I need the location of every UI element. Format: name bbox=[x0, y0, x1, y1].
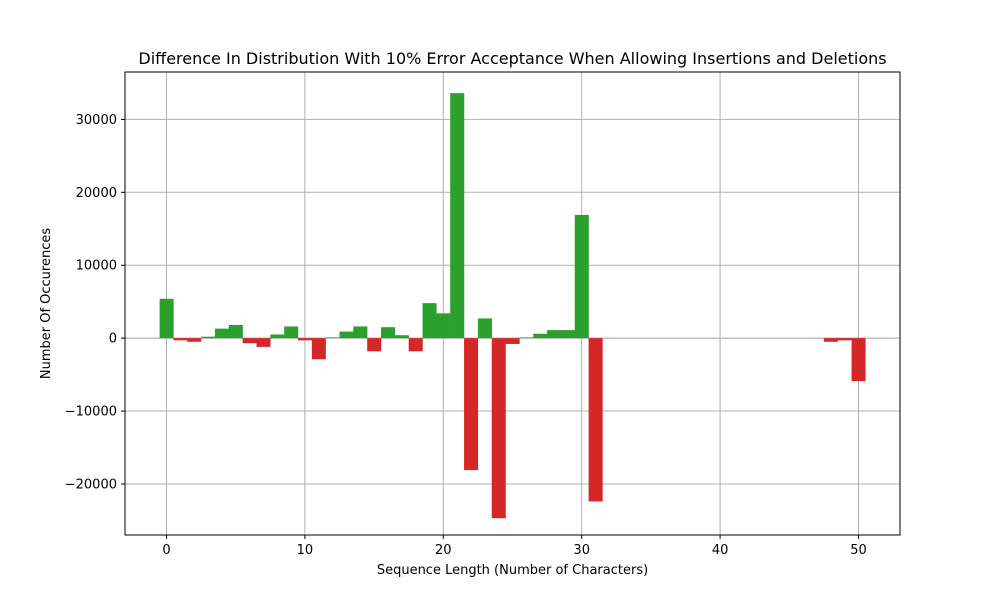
bar-23 bbox=[477, 318, 492, 339]
y-tick-label: −20000 bbox=[65, 477, 117, 492]
bar-6 bbox=[242, 338, 257, 344]
x-axis-ticks: 0 10 20 30 40 50 bbox=[162, 535, 867, 558]
bar-31 bbox=[588, 338, 603, 502]
x-tick-label: 20 bbox=[435, 543, 452, 558]
bar-15 bbox=[367, 338, 382, 352]
bar-50 bbox=[851, 338, 866, 382]
bar-3 bbox=[201, 336, 216, 339]
bar-27 bbox=[533, 333, 548, 339]
y-tick-label: 0 bbox=[109, 332, 117, 347]
bar-9 bbox=[284, 326, 299, 339]
bar-16 bbox=[381, 327, 396, 339]
bar-19 bbox=[422, 303, 437, 339]
bar-8 bbox=[270, 334, 285, 339]
y-tick-label: 30000 bbox=[76, 113, 117, 128]
x-tick-label: 40 bbox=[712, 543, 729, 558]
x-tick-label: 30 bbox=[573, 543, 590, 558]
chart-title: Difference In Distribution With 10% Erro… bbox=[138, 49, 886, 68]
bar-29 bbox=[560, 330, 575, 339]
x-tick-label: 0 bbox=[162, 543, 170, 558]
y-axis-ticks: −20000 −10000 0 10000 20000 30000 bbox=[65, 113, 125, 492]
bar-48 bbox=[823, 338, 838, 342]
x-tick-label: 50 bbox=[850, 543, 867, 558]
bar-49 bbox=[837, 338, 852, 341]
bar-28 bbox=[547, 330, 562, 339]
bar-13 bbox=[339, 331, 354, 339]
bar-25 bbox=[505, 338, 520, 344]
bar-21 bbox=[450, 93, 465, 339]
bar-17 bbox=[394, 335, 409, 339]
y-tick-label: −10000 bbox=[65, 405, 117, 420]
bar-12 bbox=[325, 337, 340, 339]
plot-frame bbox=[124, 71, 901, 536]
y-tick-label: 10000 bbox=[76, 259, 117, 274]
y-axis-label: Number Of Occurences bbox=[39, 228, 54, 380]
bar-4 bbox=[214, 328, 229, 339]
bar-24 bbox=[491, 338, 506, 519]
bar-0 bbox=[159, 298, 174, 339]
bar-2 bbox=[187, 338, 202, 342]
x-tick-label: 10 bbox=[297, 543, 314, 558]
bar-11 bbox=[311, 338, 326, 360]
bar-20 bbox=[436, 313, 451, 339]
bar-5 bbox=[228, 325, 243, 339]
bar-30 bbox=[574, 214, 589, 339]
bar-26 bbox=[519, 337, 534, 339]
bar-1 bbox=[173, 338, 188, 341]
bar-22 bbox=[464, 338, 479, 471]
x-axis-label: Sequence Length (Number of Characters) bbox=[377, 563, 648, 578]
bar-7 bbox=[256, 338, 271, 347]
bars bbox=[159, 93, 866, 519]
bar-14 bbox=[353, 326, 368, 339]
bar-18 bbox=[408, 338, 423, 352]
y-tick-label: 20000 bbox=[76, 186, 117, 201]
bar-10 bbox=[297, 338, 313, 341]
